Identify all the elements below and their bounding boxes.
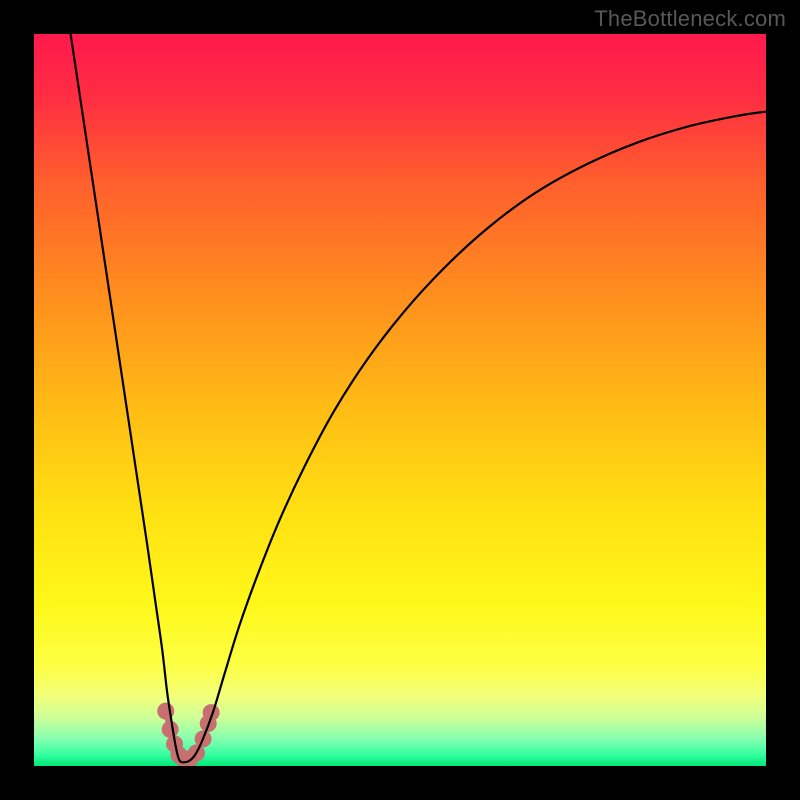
- bottleneck-chart: [0, 0, 800, 800]
- watermark-text: TheBottleneck.com: [594, 6, 786, 32]
- plot-background: [34, 34, 766, 766]
- valley-marker-dot: [162, 721, 179, 738]
- stage: TheBottleneck.com: [0, 0, 800, 800]
